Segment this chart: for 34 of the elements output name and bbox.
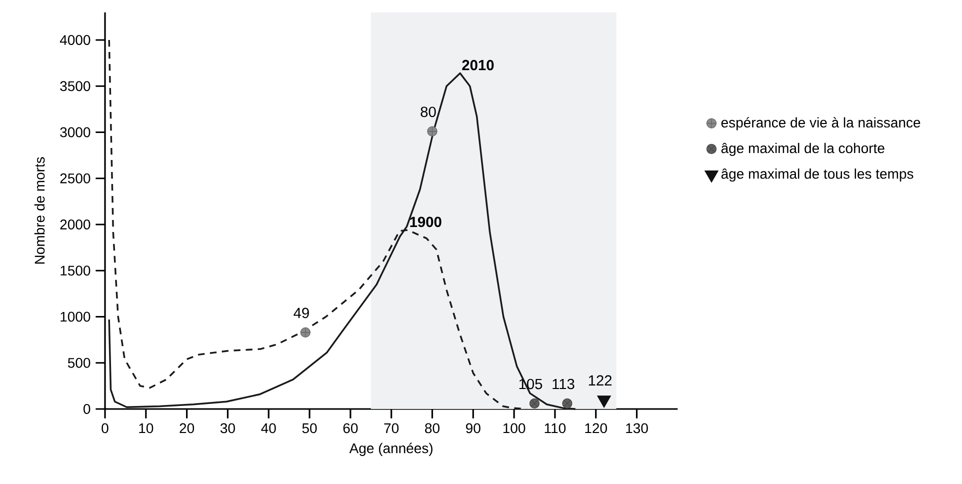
- y-tick-label: 1500: [60, 266, 90, 276]
- x-tick-label: 30: [220, 423, 235, 434]
- x-tick-label: 0: [102, 423, 108, 434]
- y-tick-label: 3000: [60, 127, 90, 138]
- x-tick-label: 90: [466, 423, 480, 434]
- y-axis-title: Nombre de morts: [34, 157, 45, 264]
- x-tick-label: 120: [585, 423, 607, 434]
- y-tick-label: 0: [84, 404, 90, 414]
- annotation: 113: [552, 378, 574, 390]
- x-tick-label: 60: [343, 423, 358, 434]
- y-tick-label: 3500: [60, 81, 90, 92]
- series-label: 2010: [462, 60, 494, 70]
- x-tick-label: 50: [302, 423, 317, 434]
- x-tick-label: 80: [425, 423, 440, 434]
- legend-label: âge maximal de la cohorte: [721, 142, 884, 156]
- x-tick-label: 130: [626, 423, 648, 434]
- x-tick-label: 70: [384, 423, 399, 434]
- x-tick-label: 100: [503, 423, 526, 434]
- y-tick-label: 2500: [60, 173, 90, 184]
- x-tick-label: 40: [261, 423, 276, 434]
- annotation: 80: [420, 106, 436, 118]
- y-tick-label: 500: [68, 358, 90, 368]
- y-tick-label: 1000: [60, 312, 90, 322]
- legend-label: âge maximal de tous les temps: [721, 168, 914, 182]
- annotation: 49: [294, 308, 309, 318]
- y-tick-label: 4000: [60, 35, 90, 45]
- y-tick-label: 2000: [60, 220, 90, 230]
- x-axis-title: Age (années): [349, 442, 432, 456]
- series-label: 1900: [410, 216, 442, 228]
- legend-label: espérance de vie à la naissance: [721, 117, 920, 130]
- x-tick-label: 10: [139, 423, 154, 434]
- annotation: 122: [588, 375, 612, 386]
- x-tick-label: 20: [180, 423, 194, 434]
- x-tick-label: 110: [544, 423, 566, 434]
